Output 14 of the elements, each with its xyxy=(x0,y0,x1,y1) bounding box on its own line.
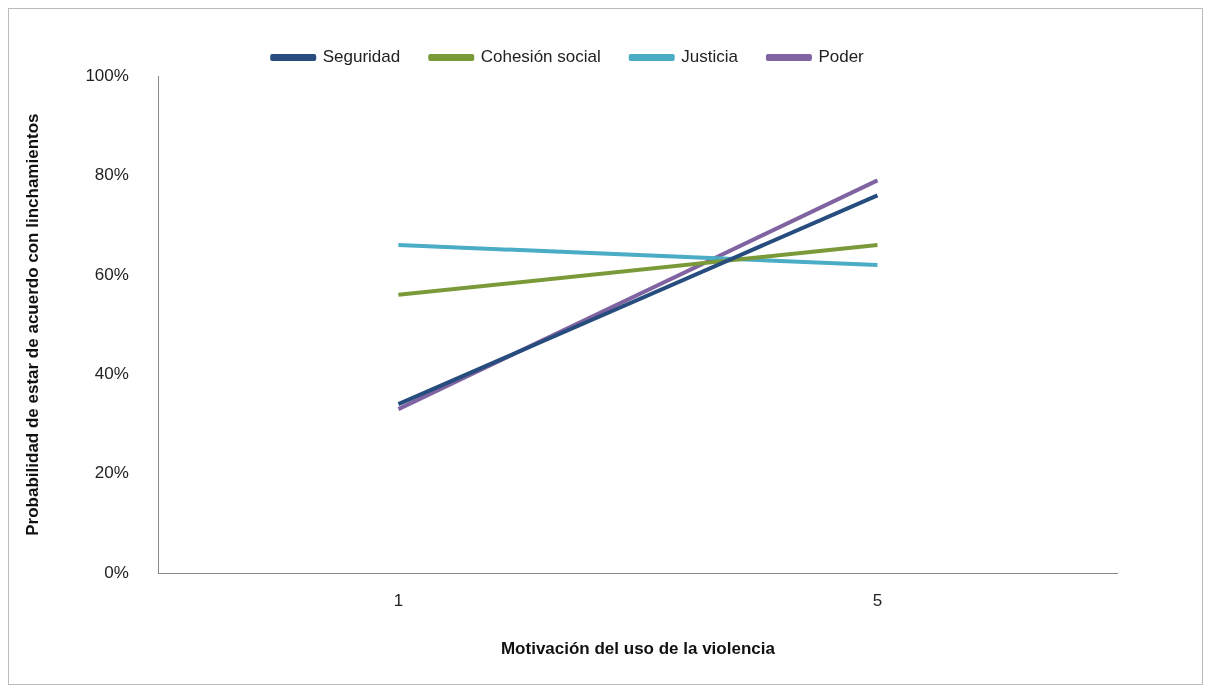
x-tick-label: 1 xyxy=(393,591,404,611)
y-tick-label: 60% xyxy=(94,264,129,284)
legend-label: Justicia xyxy=(681,47,739,67)
legend-label: Poder xyxy=(818,47,865,67)
y-tick-label: 0% xyxy=(104,562,129,582)
legend-label: Cohesión social xyxy=(480,47,601,67)
y-tick-label: 40% xyxy=(94,364,129,384)
legend-label: Seguridad xyxy=(322,47,401,67)
x-tick-label: 5 xyxy=(872,591,883,611)
y-tick-label: 20% xyxy=(94,463,129,483)
y-tick-label: 100% xyxy=(85,65,129,85)
y-axis-title: Probabilidad de estar de acuerdo con linchamientos xyxy=(22,113,42,536)
y-tick-label: 80% xyxy=(94,165,129,185)
x-axis-title: Motivación del uso de la violencia xyxy=(500,639,776,659)
